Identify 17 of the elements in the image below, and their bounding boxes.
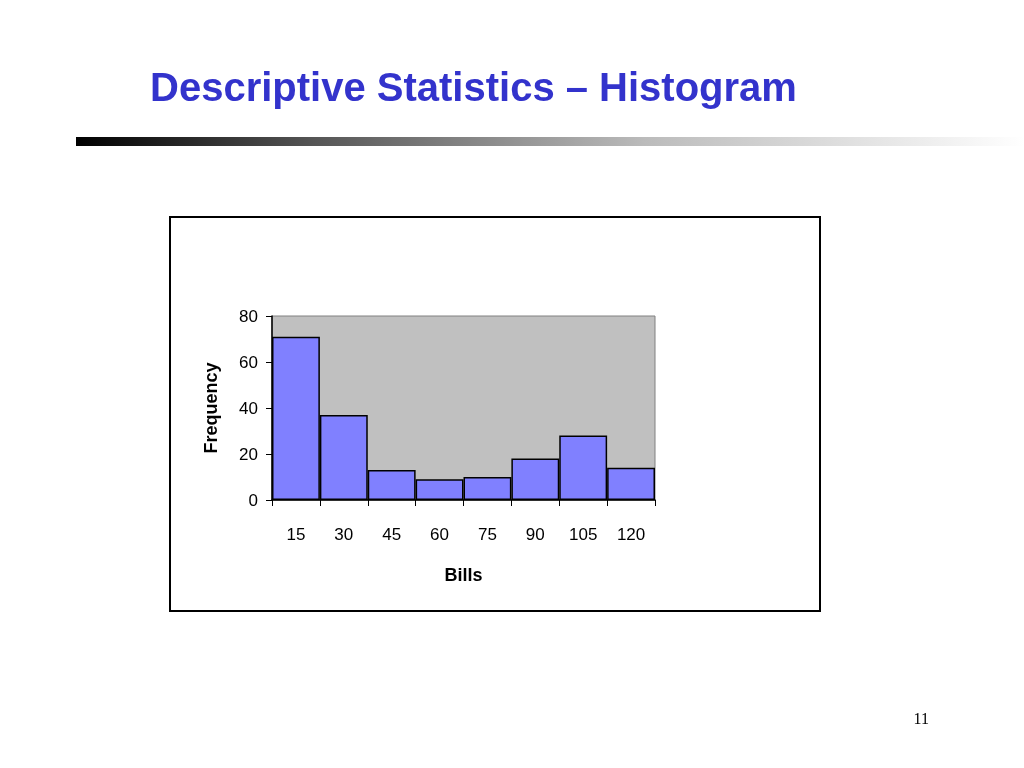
y-tick-label: 0 xyxy=(248,490,258,510)
y-tick-label: 20 xyxy=(239,444,258,464)
x-tick-label: 30 xyxy=(334,525,354,544)
x-tick-label: 105 xyxy=(569,525,598,544)
chart-title: Descriptive Statistics – Histogram xyxy=(150,65,797,109)
y-tick-label: 80 xyxy=(239,306,258,326)
x-tick-label: 15 xyxy=(286,525,306,544)
x-tick-label: 90 xyxy=(525,525,545,544)
x-tick-label: 45 xyxy=(382,525,402,544)
x-tick-label: 120 xyxy=(616,525,646,544)
x-tick-label: 75 xyxy=(477,525,497,544)
y-tick-label: 40 xyxy=(239,398,258,418)
x-tick-label: 60 xyxy=(430,525,450,544)
y-axis-title: Frequency xyxy=(201,362,221,454)
y-tick-label: 60 xyxy=(239,352,258,372)
x-axis-title: Bills xyxy=(444,565,483,585)
text: 11 xyxy=(913,709,929,727)
